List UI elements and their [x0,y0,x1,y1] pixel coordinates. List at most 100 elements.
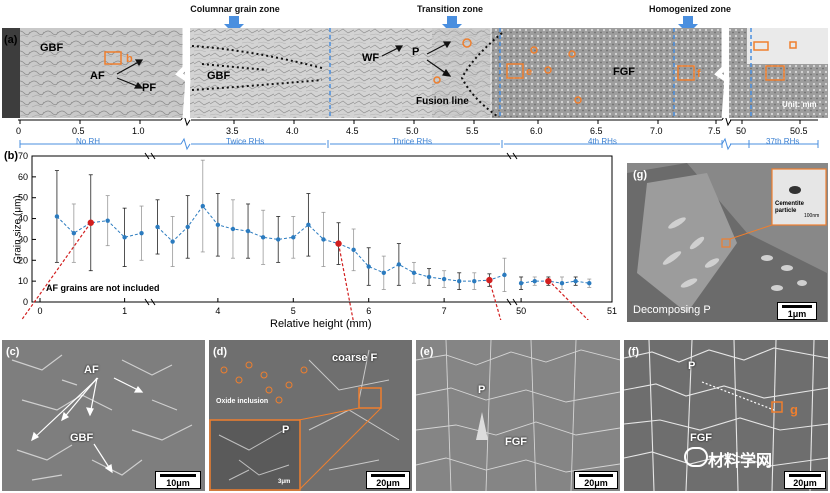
blue-arrow-icon [224,16,698,34]
panel-a-unit-label: Unit: mm [782,100,817,109]
data-point [321,237,326,242]
panel-g-decomposing-label: Decomposing P [633,304,711,316]
data-point [170,239,175,244]
a-tick-12: 50 [736,126,747,136]
panel-d-micrograph [209,340,412,491]
axis-break-bottom [144,298,156,306]
data-point [518,281,524,286]
panel-g-micrograph [627,163,828,322]
y-tick-label: 70 [18,151,28,161]
data-point [587,281,592,286]
data-point [441,276,447,282]
axis-break-top [144,152,156,160]
panel-a-pf-label: PF [142,82,157,94]
chart-note: AF grains are not included [46,283,160,293]
panel-f-box-g-label: g [790,402,798,417]
data-point [185,224,190,230]
rh-label-thrice: Thrice RHs [392,137,433,146]
panel-a-wf-label: WF [362,52,380,64]
data-point [411,270,417,275]
rh-label-twice: Twice RHs [226,137,265,146]
panel-g-scale-bar: 1μm [777,302,817,320]
red-dashed-arrow [488,279,502,320]
panel-a-af-label: AF [90,70,105,82]
wechat-icon [684,447,708,467]
data-point [472,278,477,284]
panel-f-fgf-label: FGF [690,432,712,444]
a-tick-10: 7.0 [650,126,663,136]
panel-a-fgf-label: FGF [613,66,635,78]
data-point [230,226,236,232]
data-point [122,235,127,240]
data-point [276,237,281,242]
x-tick-label: 0 [37,306,42,316]
a-tick-13: 50.5 [790,126,808,136]
y-tick-label: 60 [18,172,28,182]
data-point [139,230,144,236]
highlight-point [335,240,342,247]
panel-a-box-b-label: b [126,53,133,65]
x-tick-label: 4 [215,306,220,316]
a-tick-3: 3.5 [226,126,239,136]
a-tick-8: 6.0 [530,126,543,136]
y-tick-label: 0 [23,297,28,307]
panel-b-label: (b) [4,150,19,162]
data-point [200,203,205,209]
y-tick-label: 50 [18,193,28,203]
rh-label-none: No RH [76,137,101,146]
panel-f-micrograph [624,340,828,491]
a-tick-1: 0.5 [72,126,85,136]
panel-f-p-label: P [688,360,696,372]
chart-xlabel: Relative height (mm) [270,318,372,330]
highlight-point [87,219,94,226]
a-tick-2: 1.0 [132,126,145,136]
panel-a-box-e-label: e [526,66,533,78]
panel-e-fgf-label: FGF [505,436,527,448]
data-point [457,278,462,284]
grain-size-chart: 0 10 20 30 40 50 60 70 0 1 4 5 6 7 50 51 [18,151,617,320]
chart-frame [31,155,613,303]
data-point [426,274,432,280]
panel-d-coarse-label: coarse F [332,352,378,364]
panel-a-strip [2,28,828,118]
a-tick-6: 5.0 [406,126,419,136]
y-tick-label: 20 [18,255,28,265]
a-tick-0: 0 [16,126,22,136]
panel-a-box-f-label: f [697,68,701,80]
panel-e-p-label: P [478,384,486,396]
x-tick-label: 50 [516,306,526,316]
rh-label-37th: 37th RHs [766,137,800,146]
data-point [502,272,507,278]
panel-a-fusion-label: Fusion line [416,96,469,107]
a-tick-4: 4.0 [286,126,299,136]
panel-d-oxide-label: Oxide inclusion [216,398,269,405]
panel-a-p-label: P [412,46,420,58]
data-point [381,270,386,275]
data-point [71,230,77,236]
highlight-point [545,277,552,285]
axis-break-top [506,152,518,160]
panel-c-micrograph [2,340,205,491]
panel-c-label: (c) [6,346,20,358]
x-tick-label: 6 [366,306,371,316]
data-point [155,224,160,230]
x-tick-label: 1 [122,306,127,316]
data-point [532,278,537,284]
data-point [245,228,251,234]
panel-c-scale-bar: 10μm [155,471,201,489]
a-tick-7: 5.5 [466,126,479,136]
panel-d-scale-bar: 20μm [366,471,410,489]
zone-arrows [224,16,698,34]
panel-g-label: (g) [633,169,648,181]
y-tick-label: 30 [18,234,28,244]
data-point [291,235,296,240]
panel-d-label: (d) [213,346,228,358]
x-tick-label: 7 [442,306,447,316]
panel-e-micrograph [416,340,620,491]
data-point [260,235,266,240]
watermark-text: 材料学网 [708,453,773,470]
panel-g-cementite-label: Cementite particle [775,201,805,214]
panel-f-scale-bar: 20μm [784,471,826,489]
a-tick-5: 4.5 [346,126,359,136]
panel-a-label: (a) [4,34,18,46]
